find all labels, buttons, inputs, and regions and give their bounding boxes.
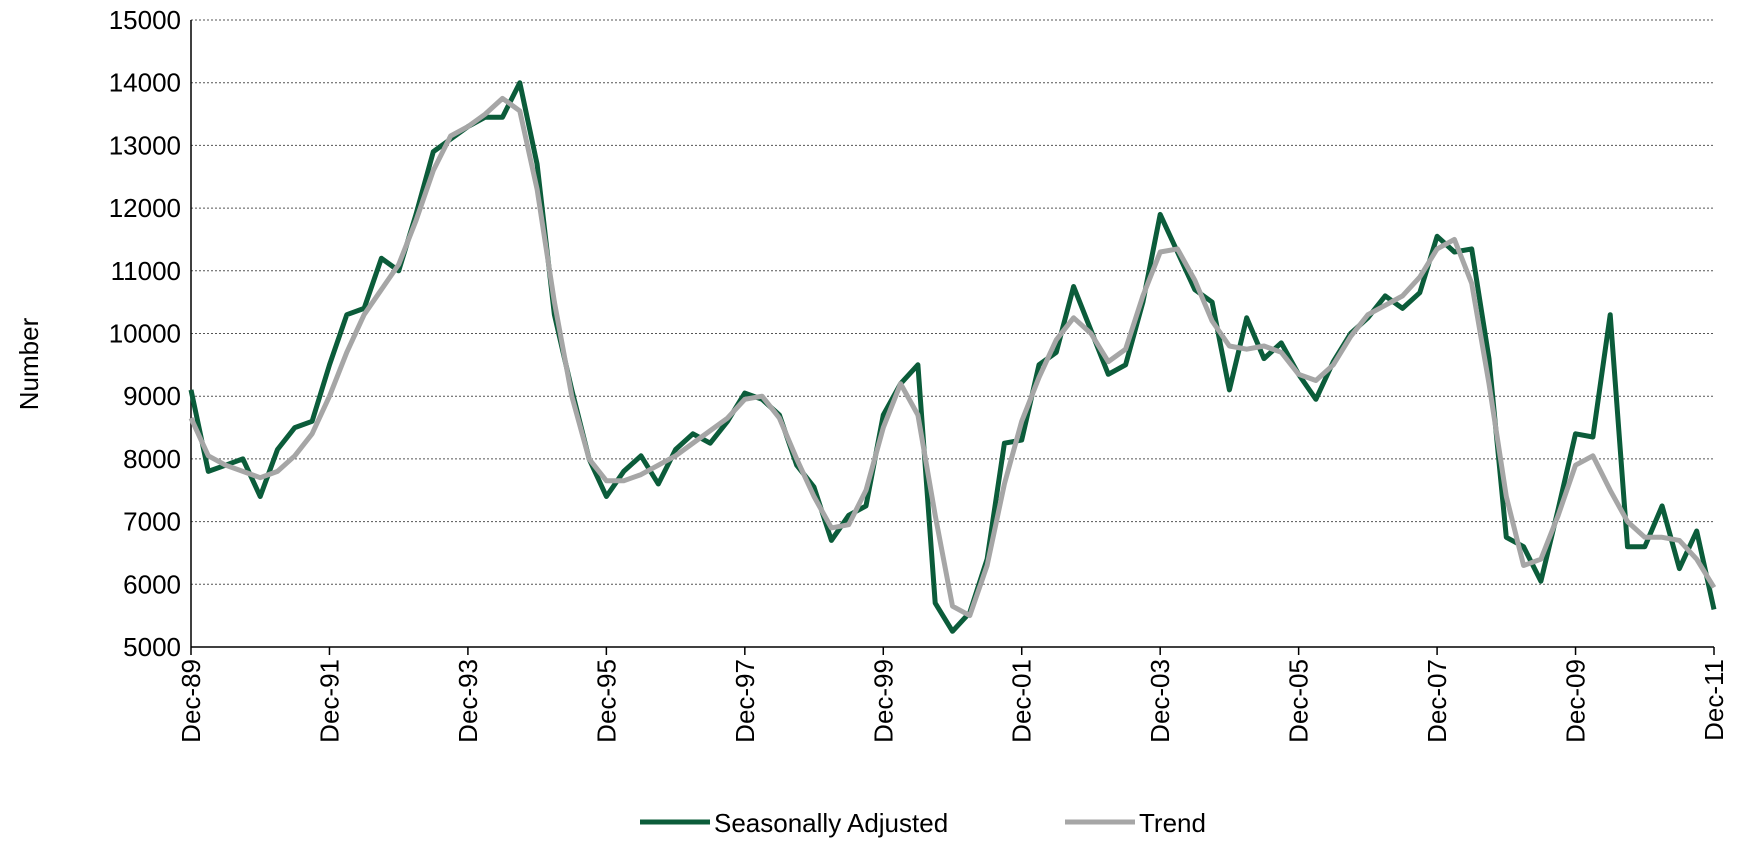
y-tick-label: 6000 xyxy=(123,569,181,599)
x-tick-label: Dec-03 xyxy=(1145,659,1175,743)
y-tick-label: 9000 xyxy=(123,381,181,411)
y-tick-label: 7000 xyxy=(123,507,181,537)
x-tick-label: Dec-93 xyxy=(453,659,483,743)
y-tick-label: 12000 xyxy=(109,193,181,223)
x-tick-label: Dec-97 xyxy=(730,659,760,743)
y-tick-label: 13000 xyxy=(109,130,181,160)
y-tick-label: 5000 xyxy=(123,632,181,662)
x-tick-label: Dec-95 xyxy=(591,659,621,743)
y-axis-label: Number xyxy=(14,317,44,410)
y-tick-label: 8000 xyxy=(123,444,181,474)
x-tick-label: Dec-07 xyxy=(1422,659,1452,743)
x-tick-label: Dec-09 xyxy=(1561,659,1591,743)
x-tick-label: Dec-89 xyxy=(176,659,206,743)
y-tick-label: 11000 xyxy=(111,256,181,286)
line-series xyxy=(188,95,1717,619)
x-tick-label: Dec-91 xyxy=(314,659,344,743)
y-tick-label: 14000 xyxy=(109,68,181,98)
legend-label: Seasonally Adjusted xyxy=(714,808,948,838)
x-tick-label: Dec-99 xyxy=(868,659,898,743)
legend-label: Trend xyxy=(1139,808,1206,838)
x-tick-label: Dec-11 xyxy=(1699,659,1729,741)
y-tick-label: 15000 xyxy=(109,5,181,35)
x-tick-label: Dec-01 xyxy=(1007,659,1037,743)
x-tick-label: Dec-05 xyxy=(1284,659,1314,743)
y-tick-label: 10000 xyxy=(109,319,181,349)
